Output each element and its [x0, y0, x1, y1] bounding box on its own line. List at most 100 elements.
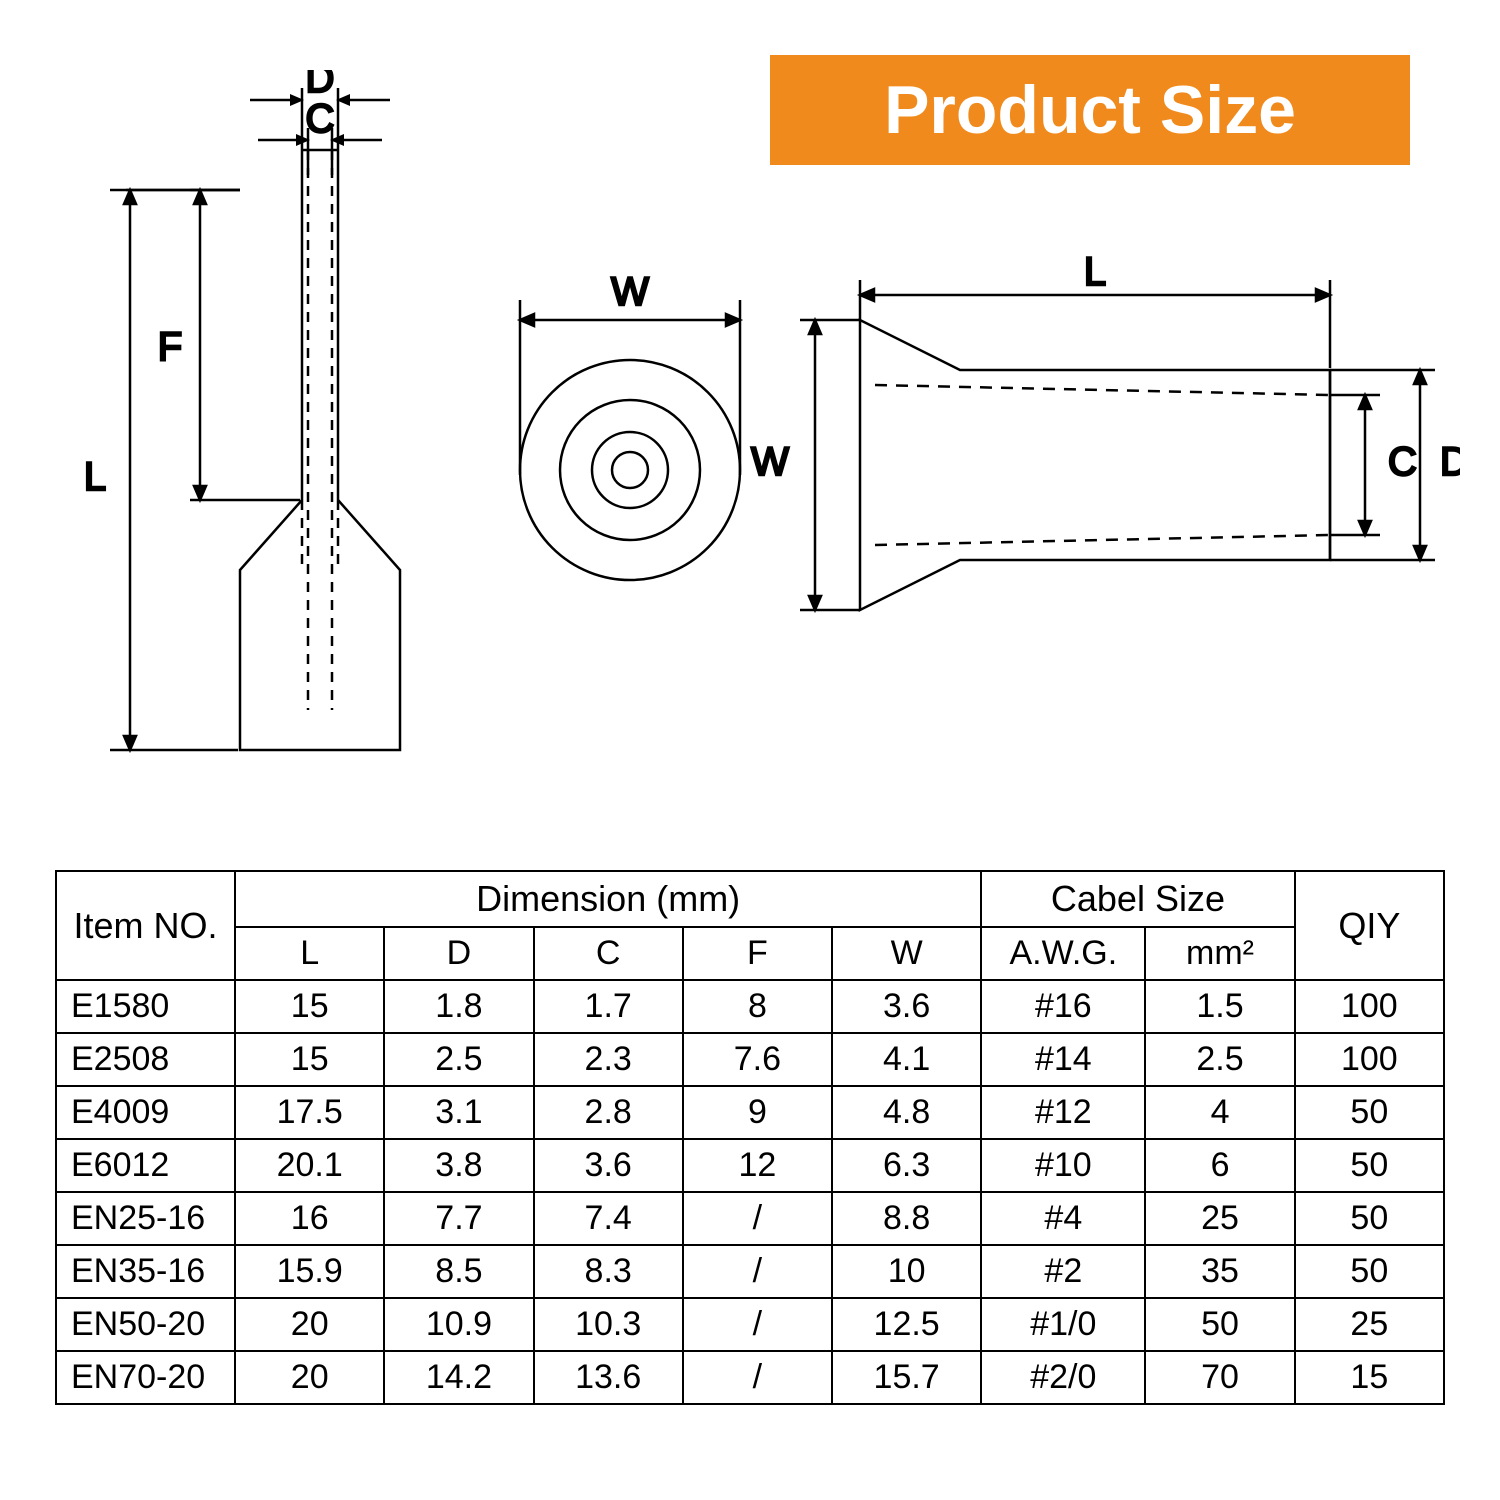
spec-table: Item NO. Dimension (mm) Cabel Size QIY L…	[55, 870, 1445, 1405]
cell-L: 15.9	[235, 1245, 384, 1298]
dim-label-F: F	[158, 325, 182, 369]
table-row: E400917.53.12.894.8#12450	[56, 1086, 1444, 1139]
cell-W: 12.5	[832, 1298, 981, 1351]
cell-qty: 50	[1295, 1245, 1444, 1298]
cell-F: 12	[683, 1139, 832, 1192]
page-root: Product Size D	[0, 0, 1500, 1500]
th-mm2: mm²	[1145, 927, 1294, 980]
cell-C: 8.3	[534, 1245, 683, 1298]
cell-D: 8.5	[384, 1245, 533, 1298]
cell-W: 15.7	[832, 1351, 981, 1404]
spec-table-container: Item NO. Dimension (mm) Cabel Size QIY L…	[55, 870, 1445, 1405]
cell-qty: 15	[1295, 1351, 1444, 1404]
cell-W: 4.8	[832, 1086, 981, 1139]
cell-item: EN70-20	[56, 1351, 235, 1404]
cell-qty: 50	[1295, 1192, 1444, 1245]
dim-label-L2: L	[1084, 250, 1106, 294]
table-row: EN35-1615.98.58.3/10#23550	[56, 1245, 1444, 1298]
table-row: EN25-16167.77.4/8.8#42550	[56, 1192, 1444, 1245]
cell-C: 2.3	[534, 1033, 683, 1086]
dim-label-W2: W	[751, 440, 789, 484]
side-view-diagram: D C	[50, 70, 400, 750]
dim-label-W: W	[611, 270, 649, 314]
cell-mm2: 70	[1145, 1351, 1294, 1404]
cell-W: 3.6	[832, 980, 981, 1033]
cell-L: 17.5	[235, 1086, 384, 1139]
table-row: E601220.13.83.6126.3#10650	[56, 1139, 1444, 1192]
cell-F: 8	[683, 980, 832, 1033]
dim-label-C2: C	[1388, 440, 1417, 484]
cell-awg: #1/0	[981, 1298, 1145, 1351]
cell-qty: 100	[1295, 980, 1444, 1033]
cell-L: 15	[235, 1033, 384, 1086]
cell-item: EN35-16	[56, 1245, 235, 1298]
cell-F: /	[683, 1298, 832, 1351]
cell-item: EN50-20	[56, 1298, 235, 1351]
cell-F: /	[683, 1245, 832, 1298]
cell-C: 7.4	[534, 1192, 683, 1245]
dim-label-D2: D	[1440, 440, 1460, 484]
th-D: D	[384, 927, 533, 980]
cell-awg: #4	[981, 1192, 1145, 1245]
cell-C: 13.6	[534, 1351, 683, 1404]
cell-L: 20	[235, 1298, 384, 1351]
cell-mm2: 50	[1145, 1298, 1294, 1351]
cell-L: 20	[235, 1351, 384, 1404]
dim-label-L: L	[84, 455, 106, 499]
spec-table-body: E1580151.81.783.6#161.5100E2508152.52.37…	[56, 980, 1444, 1404]
cell-mm2: 25	[1145, 1192, 1294, 1245]
th-F: F	[683, 927, 832, 980]
cell-D: 3.8	[384, 1139, 533, 1192]
cell-F: /	[683, 1192, 832, 1245]
cell-item: EN25-16	[56, 1192, 235, 1245]
th-qty: QIY	[1295, 871, 1444, 980]
table-row: EN50-202010.910.3/12.5#1/05025	[56, 1298, 1444, 1351]
cell-C: 10.3	[534, 1298, 683, 1351]
cell-W: 4.1	[832, 1033, 981, 1086]
cell-awg: #14	[981, 1033, 1145, 1086]
cell-qty: 100	[1295, 1033, 1444, 1086]
th-C: C	[534, 927, 683, 980]
table-row: E2508152.52.37.64.1#142.5100	[56, 1033, 1444, 1086]
cell-awg: #12	[981, 1086, 1145, 1139]
th-W: W	[832, 927, 981, 980]
sleeve-view-diagram: L W C D	[751, 250, 1460, 610]
th-cable-group: Cabel Size	[981, 871, 1294, 927]
cell-W: 6.3	[832, 1139, 981, 1192]
cell-D: 7.7	[384, 1192, 533, 1245]
cell-mm2: 2.5	[1145, 1033, 1294, 1086]
table-row: E1580151.81.783.6#161.5100	[56, 980, 1444, 1033]
cell-F: /	[683, 1351, 832, 1404]
cell-C: 3.6	[534, 1139, 683, 1192]
cell-awg: #2	[981, 1245, 1145, 1298]
th-item-no: Item NO.	[56, 871, 235, 980]
cell-mm2: 1.5	[1145, 980, 1294, 1033]
cell-L: 15	[235, 980, 384, 1033]
cell-awg: #10	[981, 1139, 1145, 1192]
cell-D: 1.8	[384, 980, 533, 1033]
cell-qty: 50	[1295, 1139, 1444, 1192]
cell-W: 10	[832, 1245, 981, 1298]
cell-item: E4009	[56, 1086, 235, 1139]
cell-item: E1580	[56, 980, 235, 1033]
cell-awg: #16	[981, 980, 1145, 1033]
cell-D: 3.1	[384, 1086, 533, 1139]
cell-item: E6012	[56, 1139, 235, 1192]
th-dimension-group: Dimension (mm)	[235, 871, 981, 927]
cell-item: E2508	[56, 1033, 235, 1086]
dim-label-C: C	[306, 97, 335, 141]
cell-W: 8.8	[832, 1192, 981, 1245]
technical-diagram: D C	[40, 70, 1460, 830]
cell-awg: #2/0	[981, 1351, 1145, 1404]
cell-F: 7.6	[683, 1033, 832, 1086]
table-row: EN70-202014.213.6/15.7#2/07015	[56, 1351, 1444, 1404]
cell-D: 10.9	[384, 1298, 533, 1351]
cell-qty: 50	[1295, 1086, 1444, 1139]
cell-C: 1.7	[534, 980, 683, 1033]
end-view-diagram: W	[520, 270, 740, 580]
cell-mm2: 6	[1145, 1139, 1294, 1192]
cell-mm2: 4	[1145, 1086, 1294, 1139]
th-L: L	[235, 927, 384, 980]
cell-qty: 25	[1295, 1298, 1444, 1351]
cell-F: 9	[683, 1086, 832, 1139]
